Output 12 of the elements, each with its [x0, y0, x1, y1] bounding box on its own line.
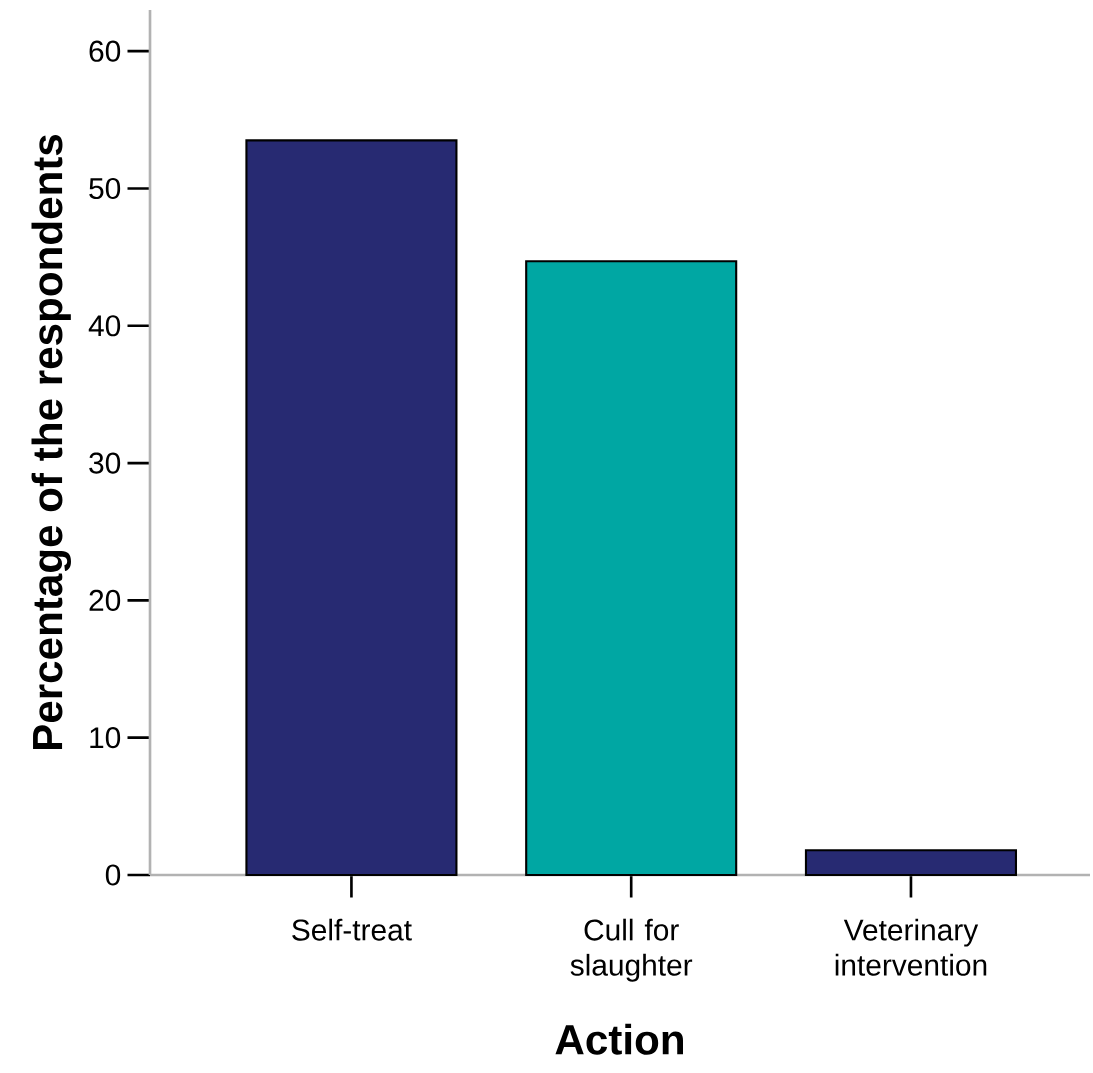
y-tick-label: 50	[89, 177, 121, 200]
x-tick-label: Self-treat	[292, 918, 412, 941]
y-axis-title: Percentage of the respondents	[31, 134, 71, 750]
y-tick-label: 10	[90, 727, 121, 749]
x-axis-title: Action	[555, 1023, 683, 1055]
y-tick-label: 0	[105, 864, 121, 886]
y-tick-label: 20	[89, 589, 121, 611]
x-tick-label: Veterinary intervention	[835, 918, 987, 976]
y-tick-label: 30	[89, 452, 121, 474]
x-tick-label: Cull for slaughter	[570, 918, 693, 982]
y-tick-label: 60	[89, 40, 121, 62]
y-tick-label: 40	[88, 315, 121, 337]
